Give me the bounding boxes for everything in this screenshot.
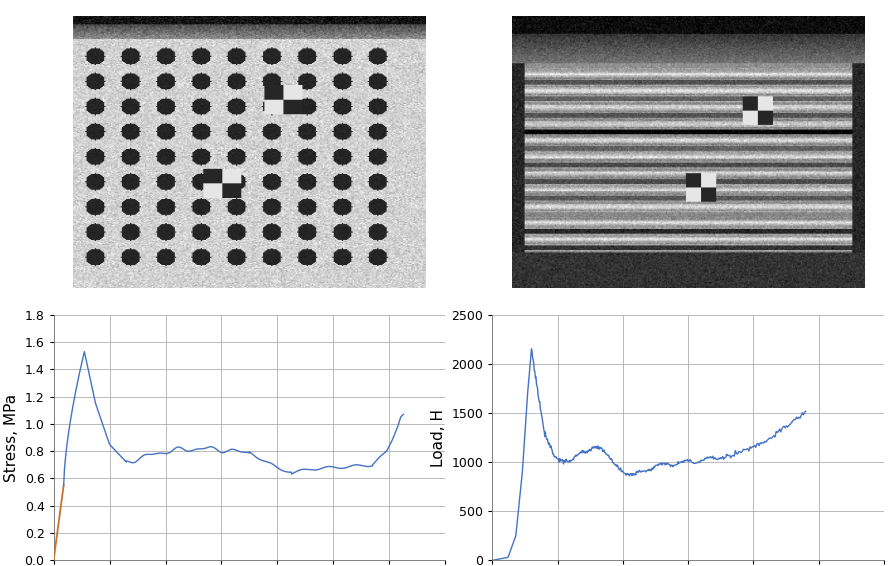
Y-axis label: Load, H: Load, H [430,409,446,466]
Y-axis label: Stress, MPa: Stress, MPa [4,393,19,482]
